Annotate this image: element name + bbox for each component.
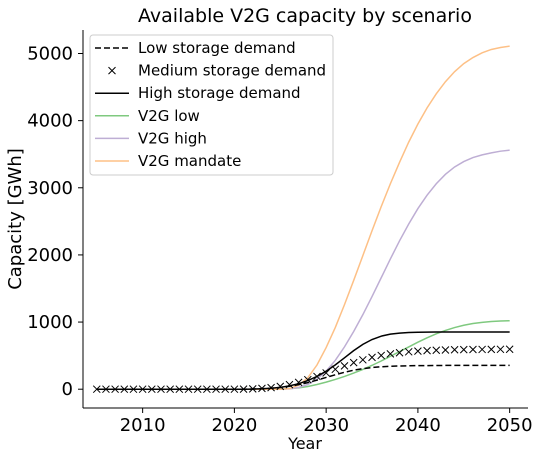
legend-label: Medium storage demand <box>138 62 326 80</box>
data-point-marker <box>432 346 441 355</box>
legend-item-v2g-high: V2G high <box>95 129 207 147</box>
data-point-marker <box>267 383 275 392</box>
data-point-marker <box>193 385 202 394</box>
series-line-v2g-low <box>96 319 510 390</box>
data-point-marker <box>505 345 514 354</box>
data-point-marker <box>129 385 138 394</box>
data-point-marker <box>478 345 486 354</box>
data-point-marker <box>258 384 266 393</box>
data-point-marker <box>340 361 349 370</box>
data-point-marker <box>469 345 477 354</box>
data-point-marker <box>331 365 340 374</box>
legend-item-v2g-low: V2G low <box>95 107 200 125</box>
data-point-marker <box>322 369 330 377</box>
data-point-marker <box>368 353 376 362</box>
data-point-marker <box>147 385 156 394</box>
y-tick-label: 3000 <box>27 178 73 199</box>
x-tick-label: 2040 <box>395 415 441 436</box>
x-axis-label: Year <box>287 434 322 453</box>
legend-label: V2G mandate <box>138 152 241 170</box>
data-point-marker <box>303 375 312 384</box>
data-point-marker <box>487 345 496 354</box>
data-point-marker <box>377 351 386 360</box>
data-point-marker <box>120 385 129 394</box>
x-tick-label: 2030 <box>303 415 349 436</box>
legend-label: V2G high <box>138 129 207 147</box>
data-point-marker <box>175 385 184 394</box>
data-point-marker <box>184 385 193 394</box>
legend-swatch <box>108 66 116 75</box>
series-group <box>92 45 514 394</box>
data-point-marker <box>349 358 358 367</box>
data-point-marker <box>395 348 404 357</box>
legend-box <box>89 34 334 176</box>
legend-label: High storage demand <box>138 84 301 102</box>
data-point-marker <box>92 385 101 394</box>
y-tick-label: 4000 <box>27 111 73 132</box>
data-point-marker <box>386 350 395 358</box>
legend-label: V2G low <box>138 107 200 125</box>
data-point-marker <box>276 382 285 391</box>
ticks-group: 2010 2020 2030 2040 2050 0 1000 2000 3000 4000 500… <box>27 43 532 436</box>
series-medium-storage-demand <box>92 345 514 394</box>
y-tick-label: 5000 <box>27 43 73 64</box>
data-point-marker <box>166 385 175 394</box>
data-point-marker <box>423 346 431 355</box>
plot-area: 2010 2020 2030 2040 2050 0 1000 2000 3000 4000 500… <box>27 30 533 436</box>
data-point-marker <box>248 385 257 393</box>
data-point-marker <box>230 385 239 394</box>
data-point-marker <box>157 385 165 394</box>
legend-items: Low storage demand Medium storage demand H… <box>95 39 326 170</box>
series-line-high-storage-demand <box>96 331 510 390</box>
legend-item-medium-storage-demand: Medium storage demand <box>108 62 326 80</box>
data-point-marker <box>496 345 505 354</box>
data-point-marker <box>102 385 110 394</box>
legend-label: Low storage demand <box>138 39 296 57</box>
legend-item-low-storage-demand: Low storage demand <box>95 39 296 57</box>
data-point-marker <box>414 347 422 355</box>
data-point-marker <box>313 372 321 381</box>
y-axis-label: Capacity [GWh] <box>5 148 26 290</box>
data-point-marker <box>111 385 119 394</box>
data-point-marker <box>404 347 413 356</box>
x-tick-label: 2050 <box>487 415 533 436</box>
data-point-marker <box>294 378 303 387</box>
data-point-marker <box>221 385 230 394</box>
y-tick-label: 0 <box>62 379 73 400</box>
y-tick-label: 2000 <box>27 245 73 266</box>
x-tick-label: 2020 <box>211 415 257 436</box>
data-point-marker <box>450 345 459 354</box>
series-line-v2g-high <box>96 149 510 390</box>
data-point-marker <box>239 385 248 393</box>
data-point-marker <box>441 346 450 354</box>
legend: Low storage demand Medium storage demand H… <box>89 34 334 176</box>
legend-item-v2g-mandate: V2G mandate <box>95 152 241 170</box>
data-point-marker <box>285 380 294 389</box>
data-point-marker <box>212 385 220 394</box>
x-tick-label: 2010 <box>120 415 166 436</box>
data-point-marker <box>138 385 147 394</box>
data-point-marker <box>358 355 367 364</box>
data-point-marker <box>203 385 211 394</box>
chart-title: Available V2G capacity by scenario <box>138 5 472 27</box>
y-tick-label: 1000 <box>27 312 73 333</box>
legend-item-high-storage-demand: High storage demand <box>95 84 301 102</box>
data-point-marker <box>459 345 468 354</box>
